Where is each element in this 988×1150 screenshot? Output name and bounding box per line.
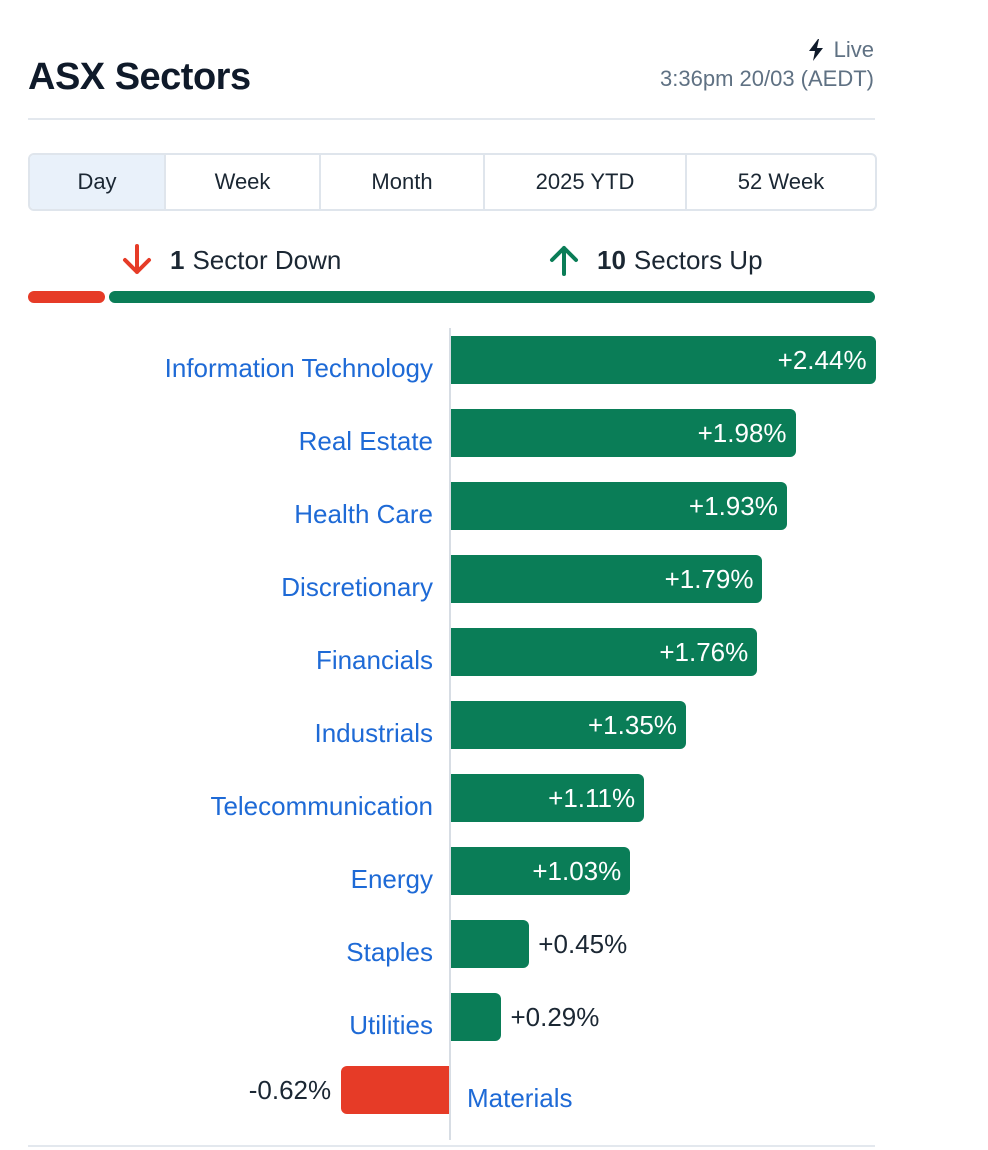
sector-label-telecommunication[interactable]: Telecommunication (210, 791, 433, 821)
value-label: +2.44% (777, 345, 867, 375)
bar-discretionary (451, 555, 763, 603)
down-label: Sector Down (192, 244, 342, 275)
breadth-bar-down (28, 291, 105, 303)
tab-2025-ytd[interactable]: 2025 YTD (485, 155, 687, 209)
page-title: ASX Sectors (28, 56, 251, 98)
value-label: -0.62% (248, 1075, 332, 1105)
breadth-bar-up (109, 291, 875, 303)
live-indicator: Live (808, 37, 874, 63)
sector-label-materials[interactable]: Materials (467, 1083, 573, 1113)
lightning-bolt-icon (808, 39, 823, 61)
sector-label-staples[interactable]: Staples (346, 937, 433, 967)
sector-label-health-care[interactable]: Health Care (294, 499, 433, 529)
bar-staples (451, 920, 530, 968)
arrow-down-icon (123, 244, 151, 274)
arrow-up-icon (550, 246, 578, 276)
sectors-up-summary: 10 Sectors Up (547, 240, 763, 280)
value-label: +1.79% (664, 564, 754, 594)
bar-telecommunication (451, 774, 645, 822)
value-label: +0.29% (510, 1002, 600, 1032)
up-label: Sectors Up (633, 244, 763, 275)
header-divider (28, 118, 875, 120)
timestamp: 3:36pm 20/03 (AEDT) (660, 66, 874, 91)
bar-financials (451, 628, 758, 676)
bar-information-technology (451, 336, 876, 384)
sector-label-discretionary[interactable]: Discretionary (281, 572, 433, 602)
tab-day[interactable]: Day (30, 155, 166, 209)
sector-label-industrials[interactable]: Industrials (314, 718, 434, 748)
footer-divider (28, 1145, 875, 1147)
up-count: 10 (597, 244, 626, 275)
bar-industrials (451, 701, 686, 749)
sector-label-information-technology[interactable]: Information Technology (164, 353, 433, 383)
value-label: +1.03% (532, 856, 622, 886)
value-label: +1.11% (548, 783, 636, 813)
sectors-down-summary: 1 Sector Down (120, 240, 341, 280)
period-tabs: Day Week Month 2025 YTD 52 Week (28, 153, 877, 211)
sector-label-financials[interactable]: Financials (315, 645, 433, 675)
sector-label-real-estate[interactable]: Real Estate (298, 426, 433, 456)
tab-month[interactable]: Month (321, 155, 485, 209)
bar-utilities (451, 993, 502, 1041)
sector-label-energy[interactable]: Energy (350, 864, 433, 894)
bar-energy (451, 847, 631, 895)
value-label: +1.76% (659, 637, 749, 667)
value-label: +1.93% (688, 491, 778, 521)
down-count: 1 (170, 244, 185, 275)
live-label: Live (833, 37, 874, 62)
bar-real-estate (451, 409, 796, 457)
value-label: +0.45% (538, 929, 628, 959)
value-label: +1.98% (697, 418, 787, 448)
bar-health-care (451, 482, 787, 530)
tab-52-week[interactable]: 52 Week (737, 169, 825, 194)
bar-materials (341, 1066, 449, 1114)
zero-axis (449, 328, 451, 1140)
value-label: +1.35% (588, 710, 677, 740)
sector-label-utilities[interactable]: Utilities (349, 1010, 433, 1040)
tab-week[interactable]: Week (166, 155, 321, 209)
